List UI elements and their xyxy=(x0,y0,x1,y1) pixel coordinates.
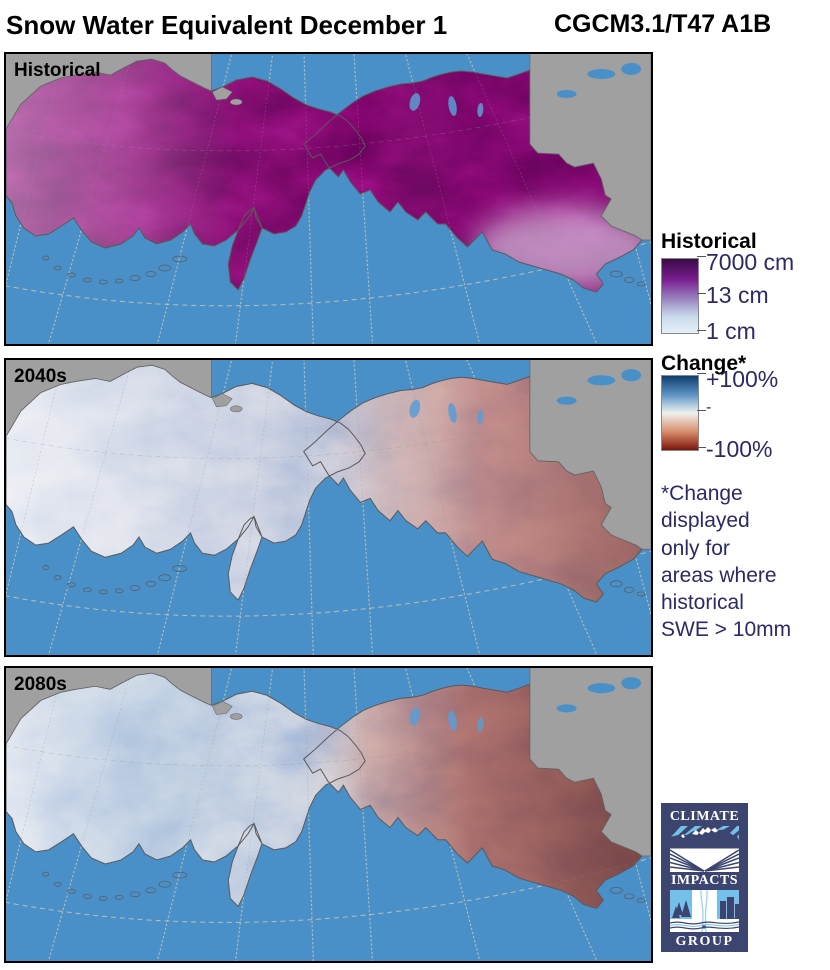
svg-text:CLIMATE: CLIMATE xyxy=(670,809,739,824)
svg-text:GROUP: GROUP xyxy=(675,934,733,949)
svg-text:IMPACTS: IMPACTS xyxy=(671,873,738,888)
